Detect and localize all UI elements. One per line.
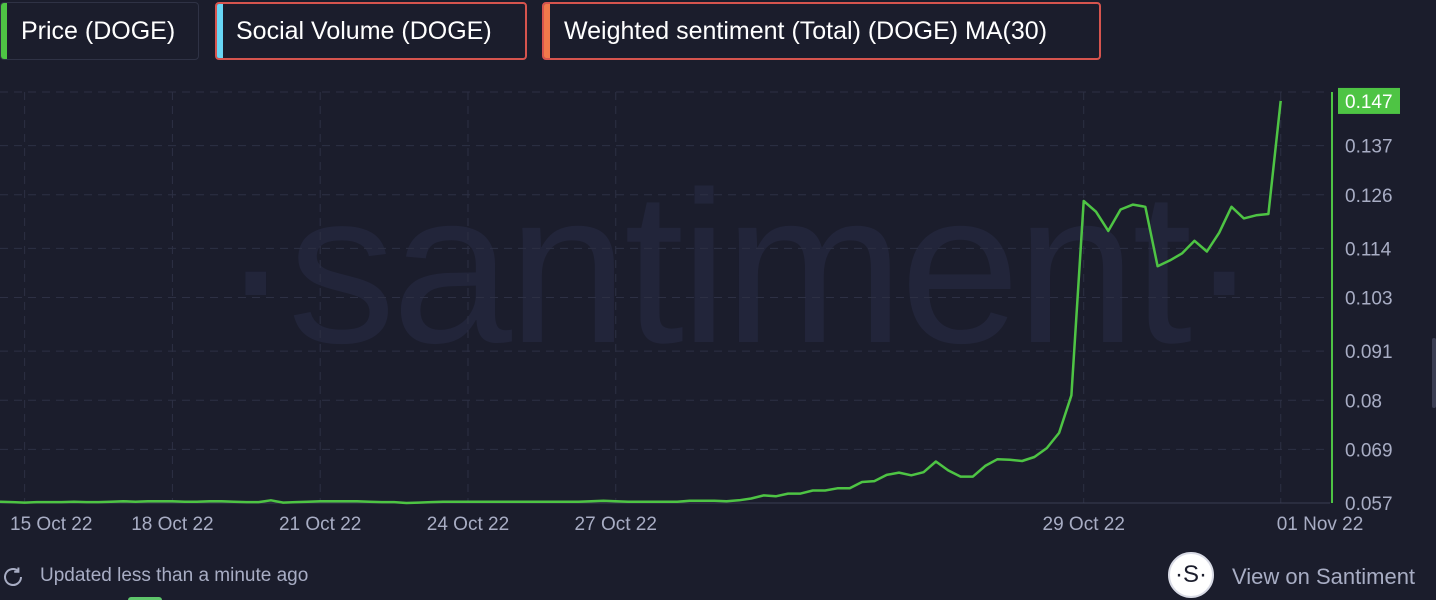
x-tick-label: 29 Oct 22	[1043, 514, 1125, 535]
social-volume-color-bar	[217, 4, 223, 58]
x-tick-label: 15 Oct 22	[10, 514, 92, 535]
chart-grid	[0, 91, 1330, 503]
x-tick-label: 18 Oct 22	[131, 514, 213, 535]
price-line	[0, 100, 1282, 505]
y-axis: 0.057 0.069 0.08 0.091 0.103 0.114 0.126 0.137	[1331, 92, 1393, 515]
updated-status: Updated less than a minute ago	[40, 565, 309, 586]
series-layer	[0, 100, 1282, 505]
santiment-logo-icon[interactable]: ·S·	[1168, 552, 1214, 598]
legend-label-weighted-sentiment: Weighted sentiment (Total) (DOGE) MA(30)	[564, 16, 1048, 45]
y-tick-label: 0.126	[1345, 186, 1393, 207]
x-tick-label: 24 Oct 22	[427, 514, 509, 535]
chart-footer: Updated less than a minute ago ·S· View …	[0, 552, 1436, 600]
legend-item-social-volume[interactable]: Social Volume (DOGE)	[215, 2, 527, 60]
y-tick-label: 0.103	[1345, 289, 1393, 310]
x-tick-label: 01 Nov 22	[1277, 514, 1364, 535]
refresh-icon[interactable]	[0, 564, 26, 590]
x-tick-label: 27 Oct 22	[575, 514, 657, 535]
view-on-santiment-link[interactable]: View on Santiment	[1232, 564, 1416, 589]
last-value-label: 0.147	[1345, 92, 1393, 113]
bottom-partial-element	[128, 597, 162, 600]
scrollbar-thumb[interactable]	[1432, 338, 1436, 408]
legend-label-social-volume: Social Volume (DOGE)	[236, 16, 492, 45]
price-chart[interactable]: ·santiment· 15 Oct 22 18 Oct 22 21 Oct 22 2…	[0, 0, 1436, 556]
x-tick-label: 21 Oct 22	[279, 514, 361, 535]
y-tick-label: 0.057	[1345, 494, 1393, 515]
santiment-watermark: ·santiment·	[220, 146, 1256, 388]
y-tick-label: 0.08	[1345, 391, 1382, 412]
last-value-marker: 0.147	[1338, 87, 1400, 114]
weighted-sentiment-color-bar	[544, 4, 550, 58]
legend-item-weighted-sentiment[interactable]: Weighted sentiment (Total) (DOGE) MA(30)	[542, 2, 1101, 60]
y-tick-label: 0.069	[1345, 440, 1393, 461]
y-tick-label: 0.091	[1345, 342, 1393, 363]
price-color-bar	[1, 3, 7, 59]
legend-item-price[interactable]: Price (DOGE)	[0, 2, 199, 60]
y-tick-label: 0.114	[1345, 239, 1392, 260]
x-axis: 15 Oct 22 18 Oct 22 21 Oct 22 24 Oct 22 27 O…	[0, 502, 1364, 535]
legend-label-price: Price (DOGE)	[21, 16, 176, 45]
last-value-badge	[1338, 87, 1400, 114]
y-tick-label: 0.137	[1345, 137, 1393, 158]
